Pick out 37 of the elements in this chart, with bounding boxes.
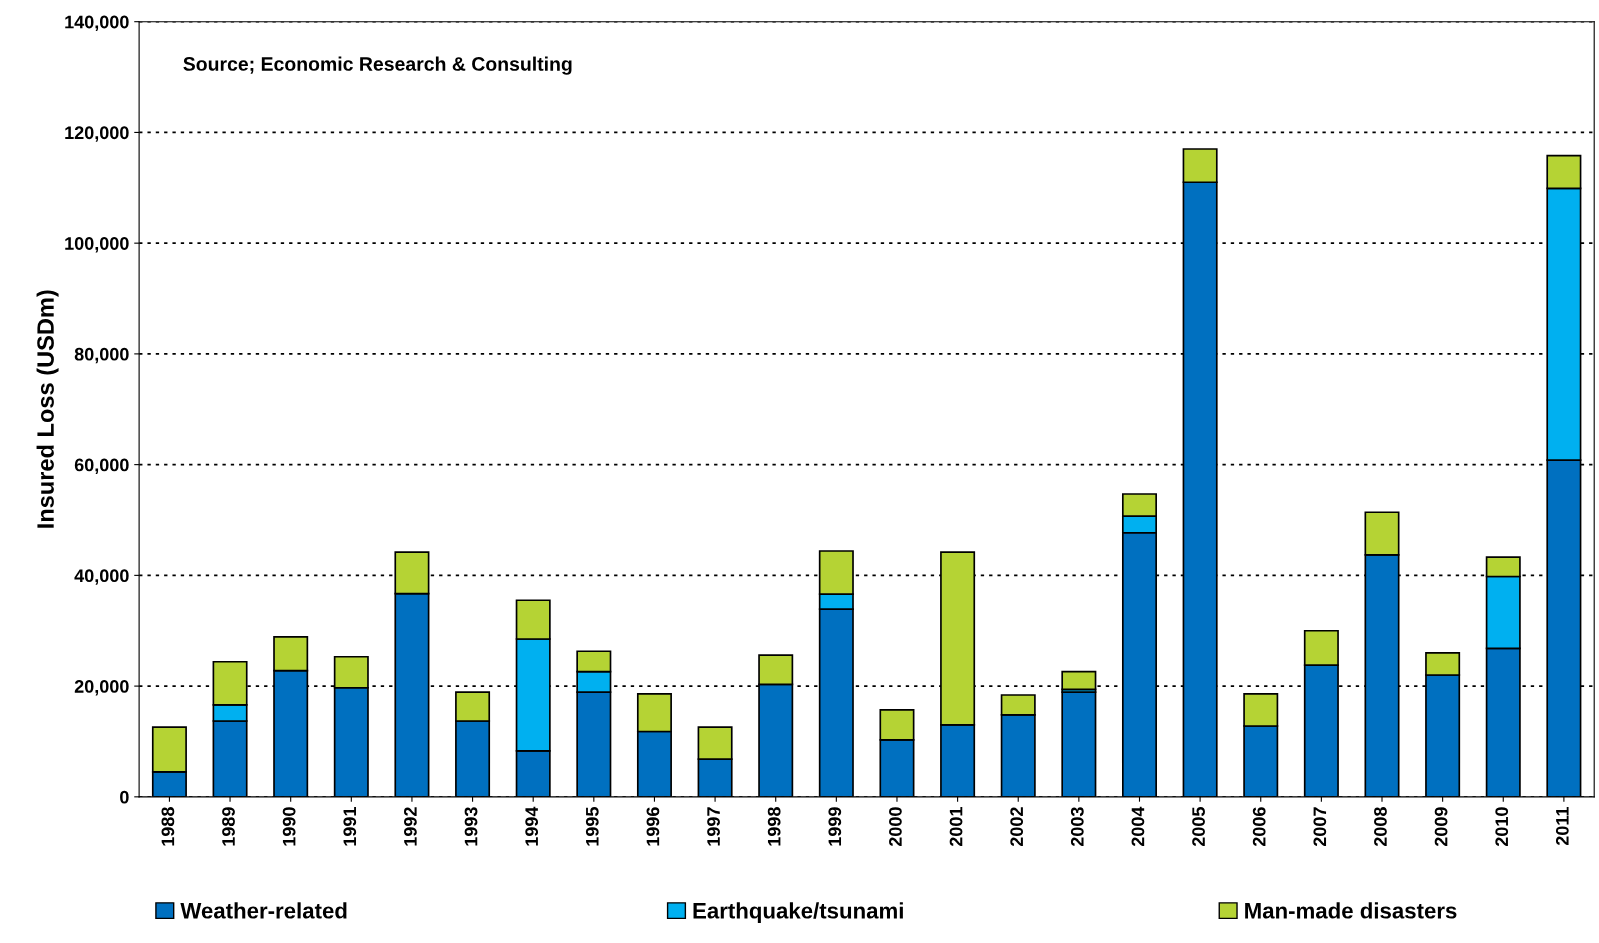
y-tick-label: 40,000 [74,569,129,585]
y-tick-label: 60,000 [74,458,129,474]
y-axis-title: Insured Loss (USDm) [36,290,59,528]
x-tick-label: 2002 [1010,807,1024,847]
x-tick-label: 2007 [1313,807,1327,847]
x-tick-label: 2004 [1131,806,1145,847]
y-tick-label: 140,000 [65,15,129,32]
x-tick-label: 2011 [1555,807,1569,846]
x-tick-label: 2003 [1070,807,1084,847]
legend-label: Earthquake/tsunami [693,902,903,923]
x-tick-label: 1989 [222,807,235,846]
x-tick-label: 2010 [1495,807,1509,847]
x-tick-label: 1993 [464,807,478,846]
y-tick-label: 120,000 [65,126,129,142]
y-tick-label: 80,000 [74,347,129,364]
y-tick-label: 100,000 [65,237,129,253]
x-tick-label: 2005 [1192,807,1205,847]
legend-label: Man-made disasters [1245,902,1457,919]
x-tick-label: 2009 [1434,807,1448,847]
x-tick-label: 1995 [585,807,599,846]
x-tick-label: 1988 [161,807,175,846]
x-tick-label: 1992 [404,807,417,846]
x-tick-label: 1998 [767,807,781,846]
x-tick-label: 1994 [525,806,539,846]
x-tick-label: 2001 [949,807,963,847]
x-tick-label: 2000 [889,807,902,847]
x-tick-label: 2008 [1374,807,1387,847]
x-tick-label: 2006 [1252,807,1266,847]
annotation: Source; Economic Research & Consulting [183,56,572,75]
x-tick-label: 1990 [282,807,296,846]
y-tick-label: 0 [120,790,129,804]
legend-label: Weather-related [180,902,347,919]
x-tick-label: 1999 [828,807,842,846]
x-tick-label: 1991 [343,807,357,846]
x-tick-label: 1997 [707,807,720,846]
x-tick-label: 1996 [646,807,660,846]
y-tick-label: 20,000 [74,680,129,696]
